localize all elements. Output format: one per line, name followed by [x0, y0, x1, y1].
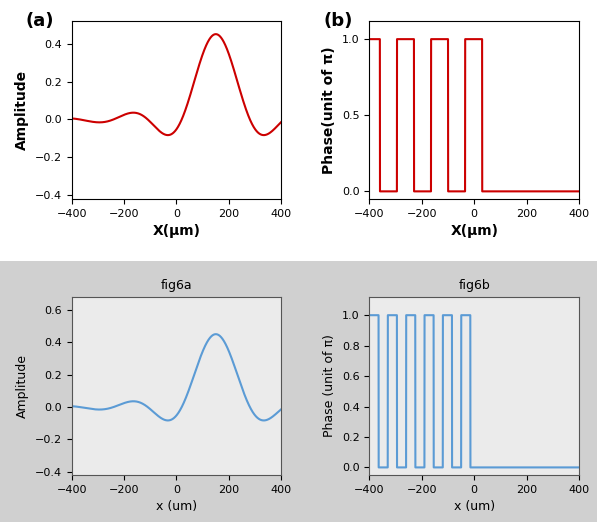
- Title: fig6a: fig6a: [161, 279, 192, 292]
- Y-axis label: Phase(unit of π): Phase(unit of π): [322, 46, 337, 174]
- X-axis label: x (um): x (um): [156, 500, 197, 513]
- Title: fig6b: fig6b: [458, 279, 490, 292]
- Y-axis label: Amplitude: Amplitude: [16, 70, 29, 150]
- Text: (b): (b): [323, 12, 353, 30]
- Y-axis label: Amplitude: Amplitude: [16, 354, 29, 418]
- Text: (a): (a): [26, 12, 54, 30]
- X-axis label: X(μm): X(μm): [450, 224, 498, 238]
- X-axis label: X(μm): X(μm): [152, 224, 201, 238]
- X-axis label: x (um): x (um): [454, 500, 495, 513]
- Y-axis label: Phase (unit of π): Phase (unit of π): [324, 335, 336, 437]
